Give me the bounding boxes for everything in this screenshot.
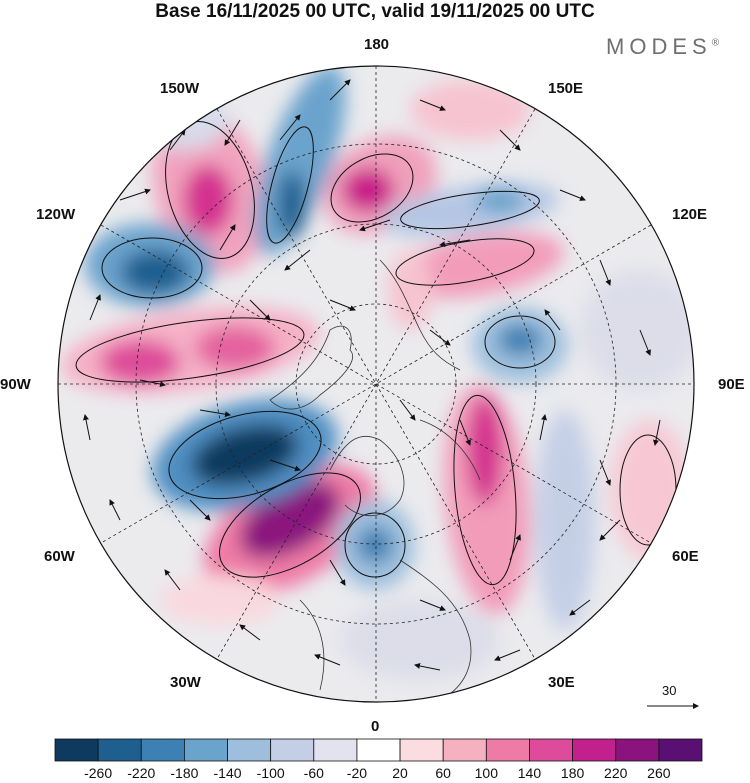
lon-label-30e: 30E — [548, 674, 575, 691]
wind-vectors — [83, 79, 661, 671]
colorbar-swatch — [356, 738, 401, 762]
colorbar-swatch — [140, 738, 185, 762]
anomaly-field — [58, 66, 694, 702]
colorbar-tick-label: -180 — [170, 765, 199, 781]
map-title: Base 16/11/2025 00 UTC, valid 19/11/2025… — [155, 1, 595, 22]
anomaly-blobs — [61, 66, 694, 680]
colorbar-swatch — [183, 738, 228, 762]
map-boundary — [57, 65, 695, 703]
colorbar — [54, 738, 703, 762]
colorbar-tick-label: 20 — [392, 765, 408, 781]
colorbar-tick-label: 100 — [474, 765, 499, 781]
colorbar-tick-label: -20 — [346, 765, 368, 781]
modes-logo: MODES® — [606, 34, 719, 60]
lon-label-60w: 60W — [44, 548, 75, 565]
lon-label-150w: 150W — [160, 80, 200, 97]
colorbar-swatch — [615, 738, 660, 762]
lon-label-150e: 150E — [548, 80, 584, 97]
colorbar-swatch — [270, 738, 315, 762]
colorbar-swatch — [227, 738, 272, 762]
graticule — [58, 66, 694, 702]
colorbar-tick-label: -140 — [213, 765, 242, 781]
lon-label-0: 0 — [371, 718, 380, 735]
lon-label-120w: 120W — [36, 206, 76, 223]
coastlines — [269, 259, 481, 701]
colorbar-tick-label: 140 — [517, 765, 542, 781]
colorbar-tick-label: 60 — [435, 765, 451, 781]
lon-label-90e: 90E — [718, 376, 745, 393]
lon-label-90w: 90W — [0, 376, 31, 393]
lon-label-30w: 30W — [170, 674, 201, 691]
colorbar-swatch — [399, 738, 444, 762]
colorbar-tick-label: -100 — [256, 765, 285, 781]
colorbar-swatch — [529, 738, 574, 762]
colorbar-swatch — [54, 738, 99, 762]
colorbar-tick-label: 220 — [604, 765, 628, 781]
brand-name: MODES — [606, 34, 712, 59]
vector-scale-label: 30 — [662, 683, 677, 698]
colorbar-tick-label: 260 — [647, 765, 671, 781]
colorbar-tick-label: -60 — [303, 765, 324, 781]
colorbar-swatch — [313, 738, 358, 762]
lon-label-120e: 120E — [672, 206, 708, 223]
colorbar-swatch — [442, 738, 487, 762]
colorbar-tick-label: -260 — [84, 765, 113, 781]
lon-label-60e: 60E — [672, 548, 699, 565]
colorbar-tick-label: 180 — [560, 765, 585, 781]
lon-label-180: 180 — [364, 36, 390, 53]
registered-mark: ® — [711, 37, 720, 49]
colorbar-swatch — [658, 738, 703, 762]
colorbar-swatch — [572, 738, 617, 762]
colorbar-swatch — [485, 738, 530, 762]
colorbar-swatch — [97, 738, 142, 762]
colorbar-tick-label: -220 — [127, 765, 156, 781]
